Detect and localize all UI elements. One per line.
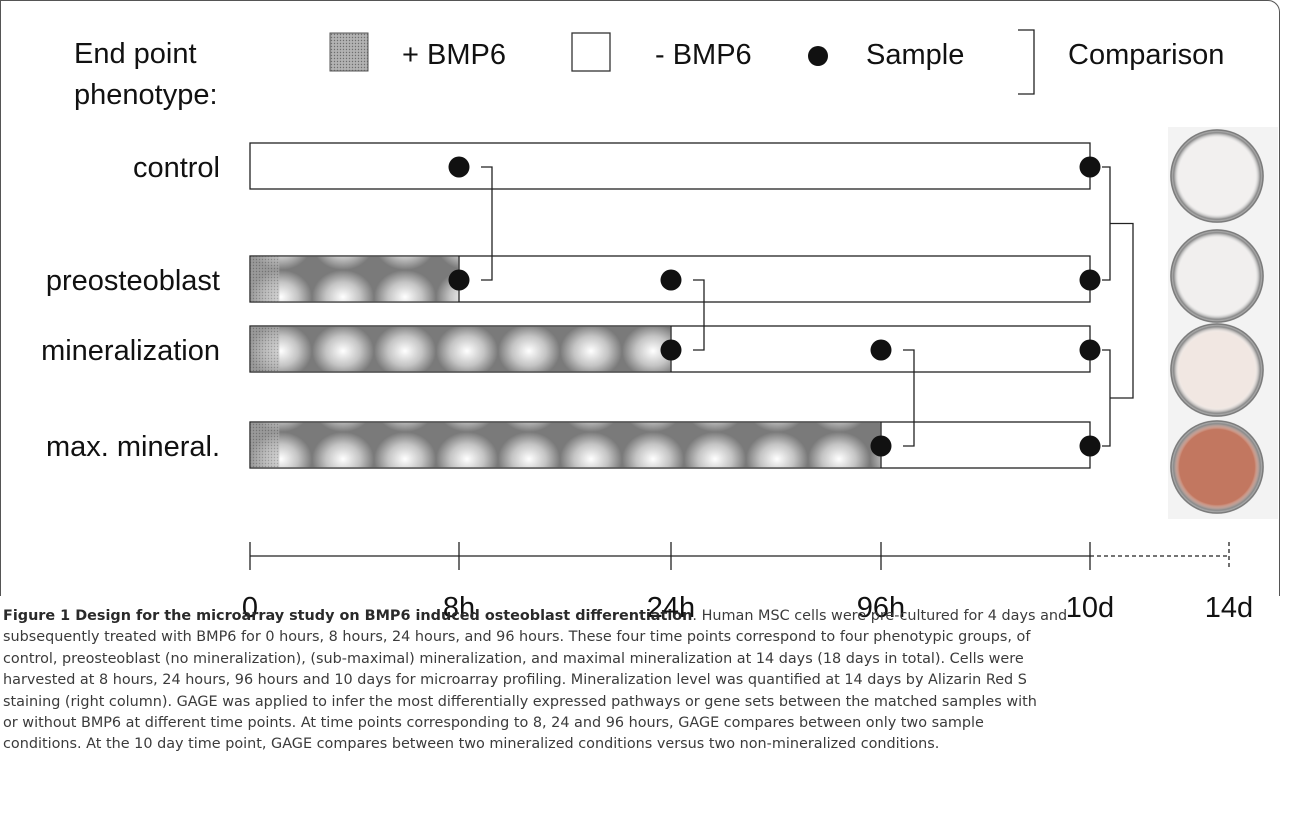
figure-caption: Figure 1 Design for the microarray study…	[3, 606, 1281, 756]
sample-dot	[448, 269, 470, 291]
caption-line7: conditions. At the 10 day time point, GA…	[3, 736, 940, 753]
axis-tick-label: 24h	[647, 592, 695, 624]
caption-line4: harvested at 8 hours, 24 hours, 96 hours…	[3, 672, 1027, 689]
well-rim	[1170, 323, 1264, 417]
legend-sample-dot	[808, 46, 828, 66]
comparison-lines	[481, 166, 1134, 447]
row-label: max. mineral.	[46, 431, 220, 463]
legend-bmp-plus-swatch	[329, 32, 369, 72]
sample-dot	[1079, 269, 1101, 291]
sample-dot	[660, 269, 682, 291]
comparison-bracket	[1102, 349, 1111, 447]
legend-sample-label: Sample	[866, 39, 964, 71]
legend-bmp-plus-label: + BMP6	[402, 39, 506, 71]
timeline-bars	[249, 142, 1091, 469]
axis-tick-label: 0	[242, 592, 258, 624]
well-outline	[1170, 129, 1264, 223]
legend-bmp-minus-swatch	[571, 32, 611, 72]
sample-dot	[1079, 156, 1101, 178]
sample-dot	[870, 339, 892, 361]
sample-dot	[1079, 339, 1101, 361]
comparison-bracket	[1110, 222, 1134, 399]
bmp6-stipple	[250, 256, 280, 302]
axis-tick-label: 8h	[443, 592, 475, 624]
legend-comparison-bracket	[1018, 29, 1035, 95]
legend: End point phenotype: + BMP6 - BMP6 Sampl…	[74, 29, 1224, 111]
comparison-bracket	[693, 279, 705, 351]
bmp6-treatment-segment	[250, 256, 459, 302]
row-label: control	[133, 152, 220, 184]
row-label: preosteoblast	[46, 265, 220, 297]
sample-dot	[870, 435, 892, 457]
well-outline	[1170, 420, 1264, 514]
sample-dot	[448, 156, 470, 178]
axis-tick-label: 96h	[857, 592, 905, 624]
alizarin-wells	[1168, 127, 1278, 519]
bmp6-treatment-segment	[250, 422, 881, 468]
sample-dot	[660, 339, 682, 361]
caption-line6: or without BMP6 at different time points…	[3, 715, 984, 732]
legend-title-line2: phenotype:	[74, 79, 218, 111]
well-rim	[1170, 420, 1264, 514]
caption-line2: subsequently treated with BMP6 for 0 hou…	[3, 629, 1031, 646]
comparison-bracket	[481, 166, 493, 281]
row-labels: control preosteoblast mineralization max. m…	[41, 152, 220, 463]
caption-line3: control, preosteoblast (no mineralizatio…	[3, 650, 1024, 667]
time-axis: 0 8h 24h 96h 10d 14d	[242, 542, 1253, 624]
legend-title-line1: End point	[74, 38, 197, 70]
comparison-bracket	[903, 349, 915, 447]
comparison-bracket	[1102, 166, 1111, 281]
axis-tick-label: 10d	[1066, 592, 1114, 624]
bmp6-stipple	[250, 326, 280, 372]
row-label: mineralization	[41, 335, 220, 367]
bmp6-treatment-segment	[250, 326, 671, 372]
phenotype-bar	[249, 142, 1091, 190]
well-rim	[1170, 129, 1264, 223]
bmp6-stipple	[250, 422, 280, 468]
sample-points	[448, 156, 1101, 457]
caption-title: Figure 1 Design for the microarray study…	[3, 608, 693, 624]
well-outline	[1170, 323, 1264, 417]
well-outline	[1170, 229, 1264, 323]
legend-comparison-label: Comparison	[1068, 39, 1224, 71]
legend-bmp-minus-label: - BMP6	[655, 39, 752, 71]
caption-line5: staining (right column). GAGE was applie…	[3, 693, 1037, 710]
figure-frame-left	[0, 0, 1, 596]
sample-dot	[1079, 435, 1101, 457]
axis-tick-label: 14d	[1205, 592, 1253, 624]
figure-frame-right	[1279, 12, 1280, 596]
caption-line1: . Human MSC cells were pre-cultured for …	[692, 608, 1068, 624]
well-rim	[1170, 229, 1264, 323]
